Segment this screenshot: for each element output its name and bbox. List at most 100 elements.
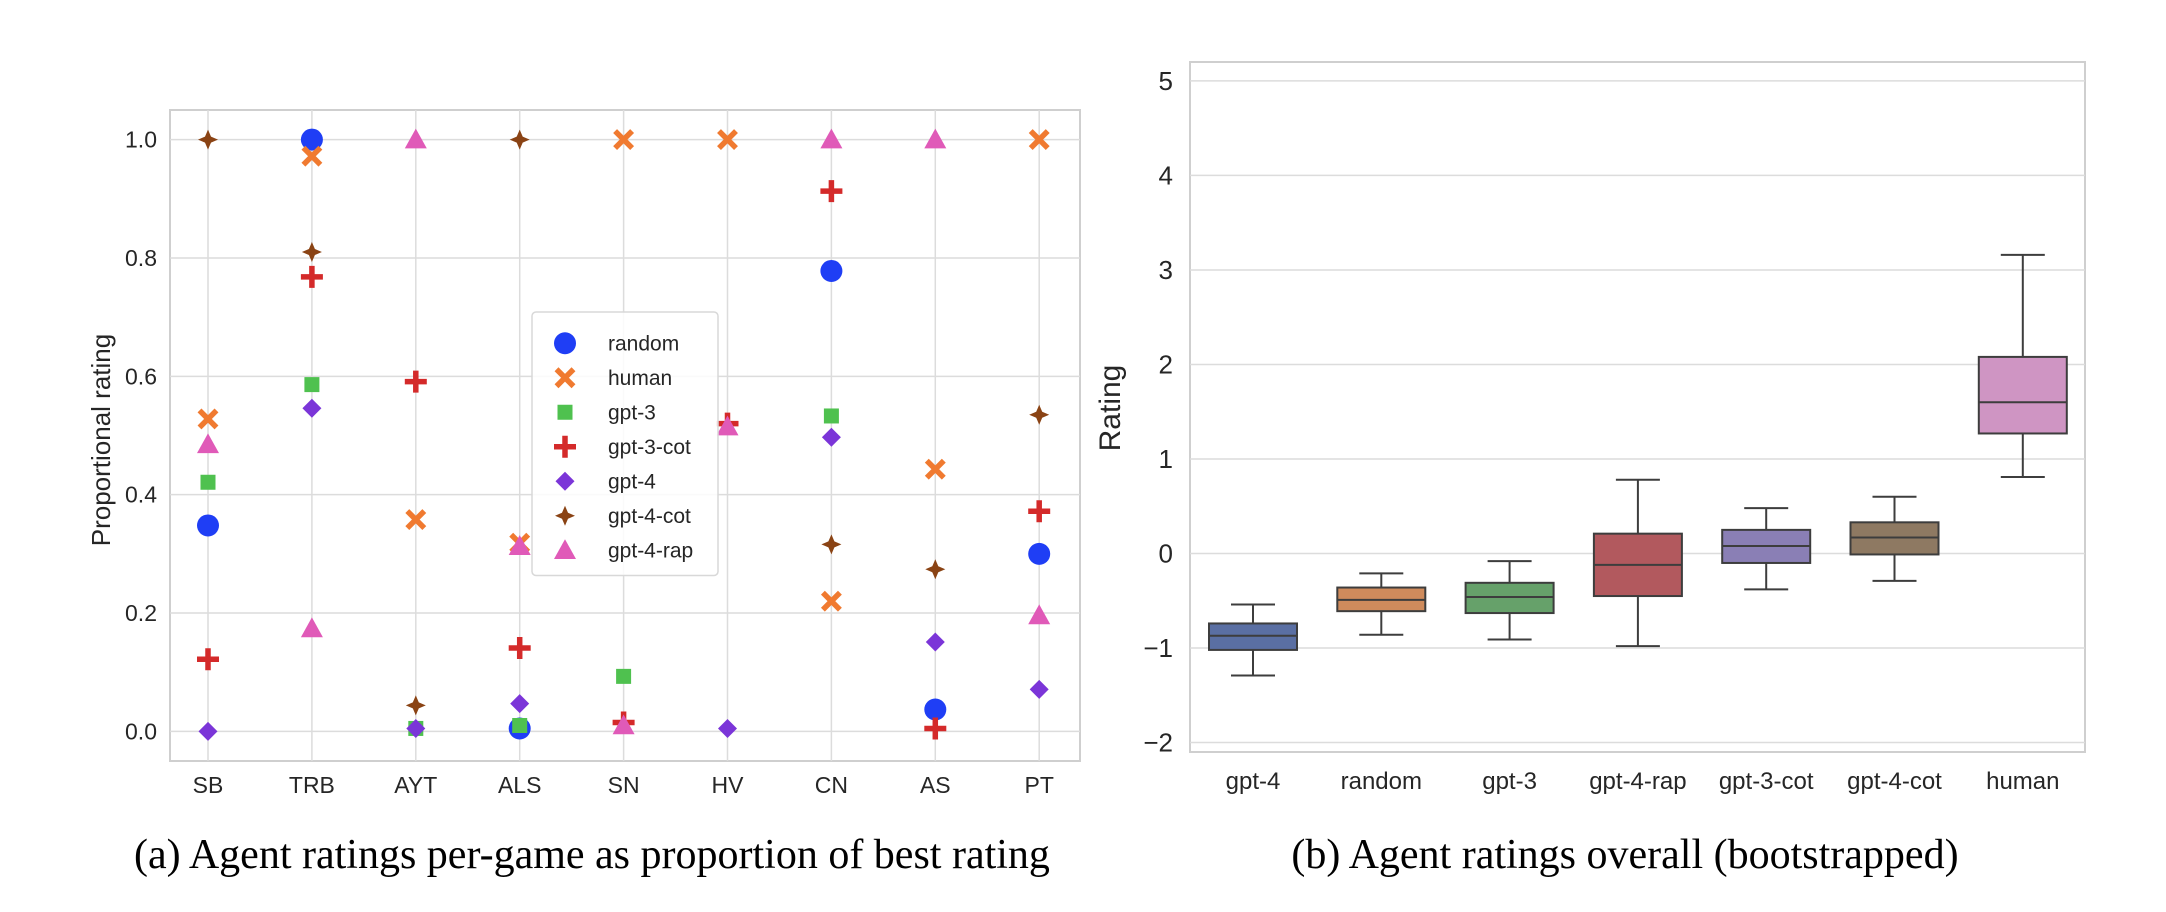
point-gpt-4-rap-sn: [612, 714, 635, 735]
point-human-cn: [820, 590, 842, 612]
point-gpt-4-sb: [198, 721, 218, 741]
boxplot-x-tick-label: random: [1341, 768, 1422, 795]
scatter-y-tick-label: 0.0: [125, 718, 157, 744]
boxplot-x-tick-label: gpt-4-rap: [1589, 768, 1686, 795]
point-gpt-3-als: [512, 717, 528, 733]
point-gpt-3-cot-as: [924, 717, 947, 740]
box-gpt-4: [1208, 603, 1298, 677]
scatter-y-tick-label: 0.2: [125, 600, 157, 626]
legend-label: gpt-4: [608, 470, 656, 493]
scatter-x-tick-label: TRB: [289, 772, 335, 798]
legend-label: gpt-4-cot: [608, 505, 691, 528]
scatter-x-tick-label: ALS: [498, 772, 541, 798]
caption-b: (b) Agent ratings overall (bootstrapped): [1291, 832, 1958, 878]
legend-marker-random: [554, 332, 576, 355]
boxplot-y-tick-label: 3: [1159, 255, 1173, 285]
scatter-y-tick-label: 0.8: [125, 245, 157, 271]
legend-item-gpt-4-rap: gpt-4-rap: [554, 539, 693, 562]
point-gpt-3-trb: [304, 377, 320, 393]
legend-label: random: [608, 332, 679, 355]
scatter-legend: random human gpt-3 gpt-3-cot gpt-4 gpt-4-cot g…: [531, 311, 719, 577]
scatter-y-axis-label: Proportional rating: [86, 334, 116, 546]
caption-a: (a) Agent ratings per-game as proportion…: [134, 832, 1050, 878]
point-gpt-3-sn: [616, 668, 632, 684]
point-gpt-3-cot-als: [508, 636, 531, 659]
legend-item-gpt-3-cot: gpt-3-cot: [554, 435, 691, 459]
point-gpt-3-cot-trb: [300, 265, 323, 288]
box-human: [1977, 253, 2068, 478]
point-human-ayt: [405, 509, 427, 530]
point-human-as: [924, 458, 946, 480]
boxplot-x-tick-label: gpt-3: [1482, 768, 1537, 795]
boxplot-y-tick-label: 2: [1159, 349, 1173, 379]
boxplot-x-tick-label: gpt-4-cot: [1847, 768, 1942, 795]
scatter-y-ticks: 0.0 0.2 0.4 0.6 0.8 1.0: [125, 127, 157, 745]
box-gpt-3-cot: [1721, 507, 1812, 591]
point-human-pt: [1028, 129, 1050, 151]
scatter-y-tick-label: 0.4: [125, 482, 157, 508]
legend-item-gpt-3: gpt-3: [557, 401, 656, 424]
scatter-x-ticks: SB TRB AYT ALS SN HV CN AS PT: [193, 772, 1054, 798]
point-gpt-3-cot-ayt: [404, 370, 427, 393]
point-gpt-4-cot-trb: [301, 242, 322, 263]
point-gpt-4-trb: [302, 398, 322, 418]
point-gpt-4-cot-ayt: [405, 695, 426, 716]
point-human-sb: [197, 408, 219, 430]
scatter-marks: [197, 128, 1051, 741]
legend-marker-gpt-4-cot: [555, 505, 575, 526]
legend-marker-gpt-3-cot: [554, 435, 576, 458]
point-gpt-4-cot-als: [509, 129, 530, 150]
box-iqr: [1977, 355, 2068, 435]
series-gpt-3-cot: [197, 180, 1051, 740]
point-random-pt: [1028, 542, 1051, 565]
scatter-x-tick-label: HV: [712, 772, 745, 798]
boxplot-y-tick-label: 1: [1159, 444, 1173, 474]
point-gpt-4-cot-as: [925, 559, 946, 580]
point-random-cn: [820, 259, 843, 282]
point-human-trb: [301, 145, 323, 167]
scatter-y-tick-label: 0.6: [125, 363, 157, 389]
series-human: [197, 129, 1050, 612]
scatter-x-tick-label: PT: [1025, 772, 1054, 798]
boxplot-y-tick-label: 0: [1159, 539, 1173, 569]
point-gpt-4-rap-sb: [197, 433, 219, 454]
point-gpt-3-cn: [823, 408, 839, 424]
point-gpt-3-cot-sb: [197, 648, 219, 671]
box-random: [1336, 572, 1427, 636]
point-gpt-4-hv: [718, 718, 737, 738]
point-gpt-4-rap-as: [924, 128, 947, 149]
boxplot-y-tick-label: −2: [1143, 728, 1173, 758]
legend-marker-gpt-4-rap: [554, 539, 576, 560]
legend-label: human: [608, 367, 672, 390]
point-gpt-4-cot-cn: [821, 534, 842, 555]
point-gpt-4-rap-hv: [716, 415, 739, 436]
box-gpt-3: [1464, 560, 1555, 641]
point-gpt-4-rap-ayt: [404, 128, 427, 149]
legend-marker-gpt-4: [555, 471, 575, 491]
scatter-panel: 0.0 0.2 0.4 0.6 0.8 1.0 SB TRB AYT ALS SN HV CN AS PT…: [86, 109, 1081, 878]
boxplot-x-tick-label: gpt-4: [1226, 768, 1281, 795]
scatter-x-tick-label: SN: [608, 772, 640, 798]
point-gpt-3-cot-pt: [1028, 500, 1051, 523]
point-gpt-4-ayt: [406, 718, 426, 738]
point-gpt-3-cot-cn: [820, 180, 843, 203]
point-gpt-4-als: [510, 694, 530, 714]
scatter-x-tick-label: SB: [193, 772, 224, 798]
point-human-sn: [613, 129, 635, 151]
legend-item-human: human: [554, 367, 672, 390]
legend-frame: [531, 311, 719, 577]
scatter-x-tick-label: CN: [815, 772, 848, 798]
point-human-hv: [717, 129, 738, 151]
point-gpt-4-rap-cn: [820, 128, 843, 149]
box-gpt-4-rap: [1592, 478, 1683, 648]
boxplot-y-tick-label: 5: [1159, 66, 1173, 96]
point-gpt-4-pt: [1029, 679, 1049, 699]
point-random-trb: [300, 128, 323, 151]
legend-label: gpt-4-rap: [608, 539, 693, 562]
point-gpt-4-rap-trb: [300, 617, 323, 638]
point-gpt-4-cot-sb: [198, 129, 218, 150]
legend-item-gpt-4-cot: gpt-4-cot: [555, 505, 691, 528]
series-gpt-4-cot: [198, 129, 1050, 716]
